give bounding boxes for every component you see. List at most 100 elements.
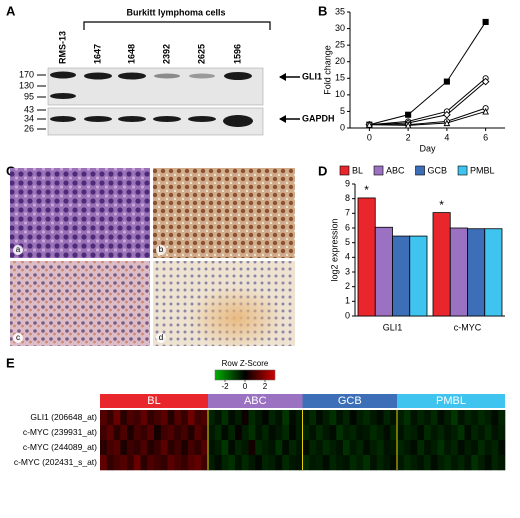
heatmap-cell [410,425,418,441]
heatmap-cell [444,440,452,456]
heatmap-cell [201,410,209,426]
heatmap-cell [208,425,216,441]
heatmap-cell [106,455,114,471]
heatmap-cell [376,455,384,471]
arrowhead [279,73,286,81]
y-axis-label: Fold change [322,45,332,95]
heatmap-cell [100,455,108,471]
heatmap-cell [309,425,317,441]
heatmap-cell [181,410,189,426]
heatmap-cell [484,425,492,441]
heatmap-cell [133,410,141,426]
heatmap-cell [397,440,405,456]
mw-marker: 26 [24,123,34,133]
heatmap-cell [160,425,168,441]
heatmap-cell [295,455,303,471]
heatmap-cell [316,410,324,426]
label-badge [13,245,23,255]
legend-swatch [457,165,468,176]
heatmap-cell [498,425,506,441]
heatmap-cell [133,425,141,441]
heatmap-cell [484,440,492,456]
group-label: ABC [244,395,267,407]
heatmap-cell [289,440,297,456]
heatmap-cell [113,455,121,471]
x-tick-label: 0 [367,132,372,142]
bar [484,228,503,317]
heatmap-cell [390,410,398,426]
row-label: c-MYC (244089_at) [23,442,97,452]
heatmap-cell [316,425,324,441]
y-tick-label: 4 [345,252,350,262]
key-tick-label: -2 [221,382,229,391]
heatmap-cell [417,425,425,441]
heatmap-cell [336,410,344,426]
bar [409,235,428,317]
heatmap-cell [498,440,506,456]
heatmap-cell [349,455,357,471]
lane-label: 2625 [196,44,206,64]
heatmap-cell [498,410,506,426]
heatmap-cell [370,440,378,456]
heatmap-cell [106,425,114,441]
bar [392,235,411,317]
y-axis-label: log2 expression [329,218,339,281]
heatmap-cell [451,440,459,456]
heatmap-cell [478,410,486,426]
heatmap-cell [241,425,249,441]
heatmap-cell [133,440,141,456]
heatmap-cell [208,440,216,456]
heatmap-cell [140,455,148,471]
heatmap-cell [444,425,452,441]
marker [405,111,412,118]
heatmap-cell [437,440,445,456]
image [10,168,150,258]
heatmap-cell [451,455,459,471]
heatmap-cell [248,425,256,441]
heatmap-cell [336,455,344,471]
heatmap-cell [370,455,378,471]
heatmap-cell [309,440,317,456]
heatmap-cell [464,455,472,471]
heatmap-cell [383,410,391,426]
heatmap-cell [214,425,222,441]
legend-label: PMBL [470,165,495,175]
bands [50,71,253,127]
heatmap-cell [478,455,486,471]
heatmap-cell [370,425,378,441]
blot-title: Burkitt lymphoma cells [126,7,225,17]
series-line [369,21,487,126]
ihc-images: C [6,163,295,350]
heatmap-cell [282,410,290,426]
legend-label: ABC [386,165,405,175]
heatmap-cell [336,440,344,456]
heatmap-cell [174,455,182,471]
image-label: a [16,245,21,254]
heatmap-cell [491,410,499,426]
panel-label: B [318,3,327,18]
legend-label: BL [352,165,363,175]
heatmap-cell [275,440,283,456]
heatmap-cell [106,410,114,426]
heatmap-cell [235,440,243,456]
heatmap-cell [228,440,236,456]
heatmap-cell [444,410,452,426]
color-key [214,369,276,381]
heatmap-cell [127,440,135,456]
mw-marker: 34 [24,113,34,123]
x-tick-label: 2 [406,132,411,142]
bar [374,226,393,317]
y-tick-label: 35 [335,6,345,16]
mw-marker: 170 [19,69,34,79]
marker [443,110,451,119]
heatmap-cell [214,440,222,456]
heatmap-cell [154,425,162,441]
heatmap-cell [160,455,168,471]
heatmap-cell [295,440,303,456]
heatmap-cell [322,425,330,441]
y-tick-label: 0 [345,310,350,320]
x-tick-label: c-MYC [454,322,482,332]
heatmap-cell [302,455,310,471]
protein-label: GLI1 [302,71,322,81]
